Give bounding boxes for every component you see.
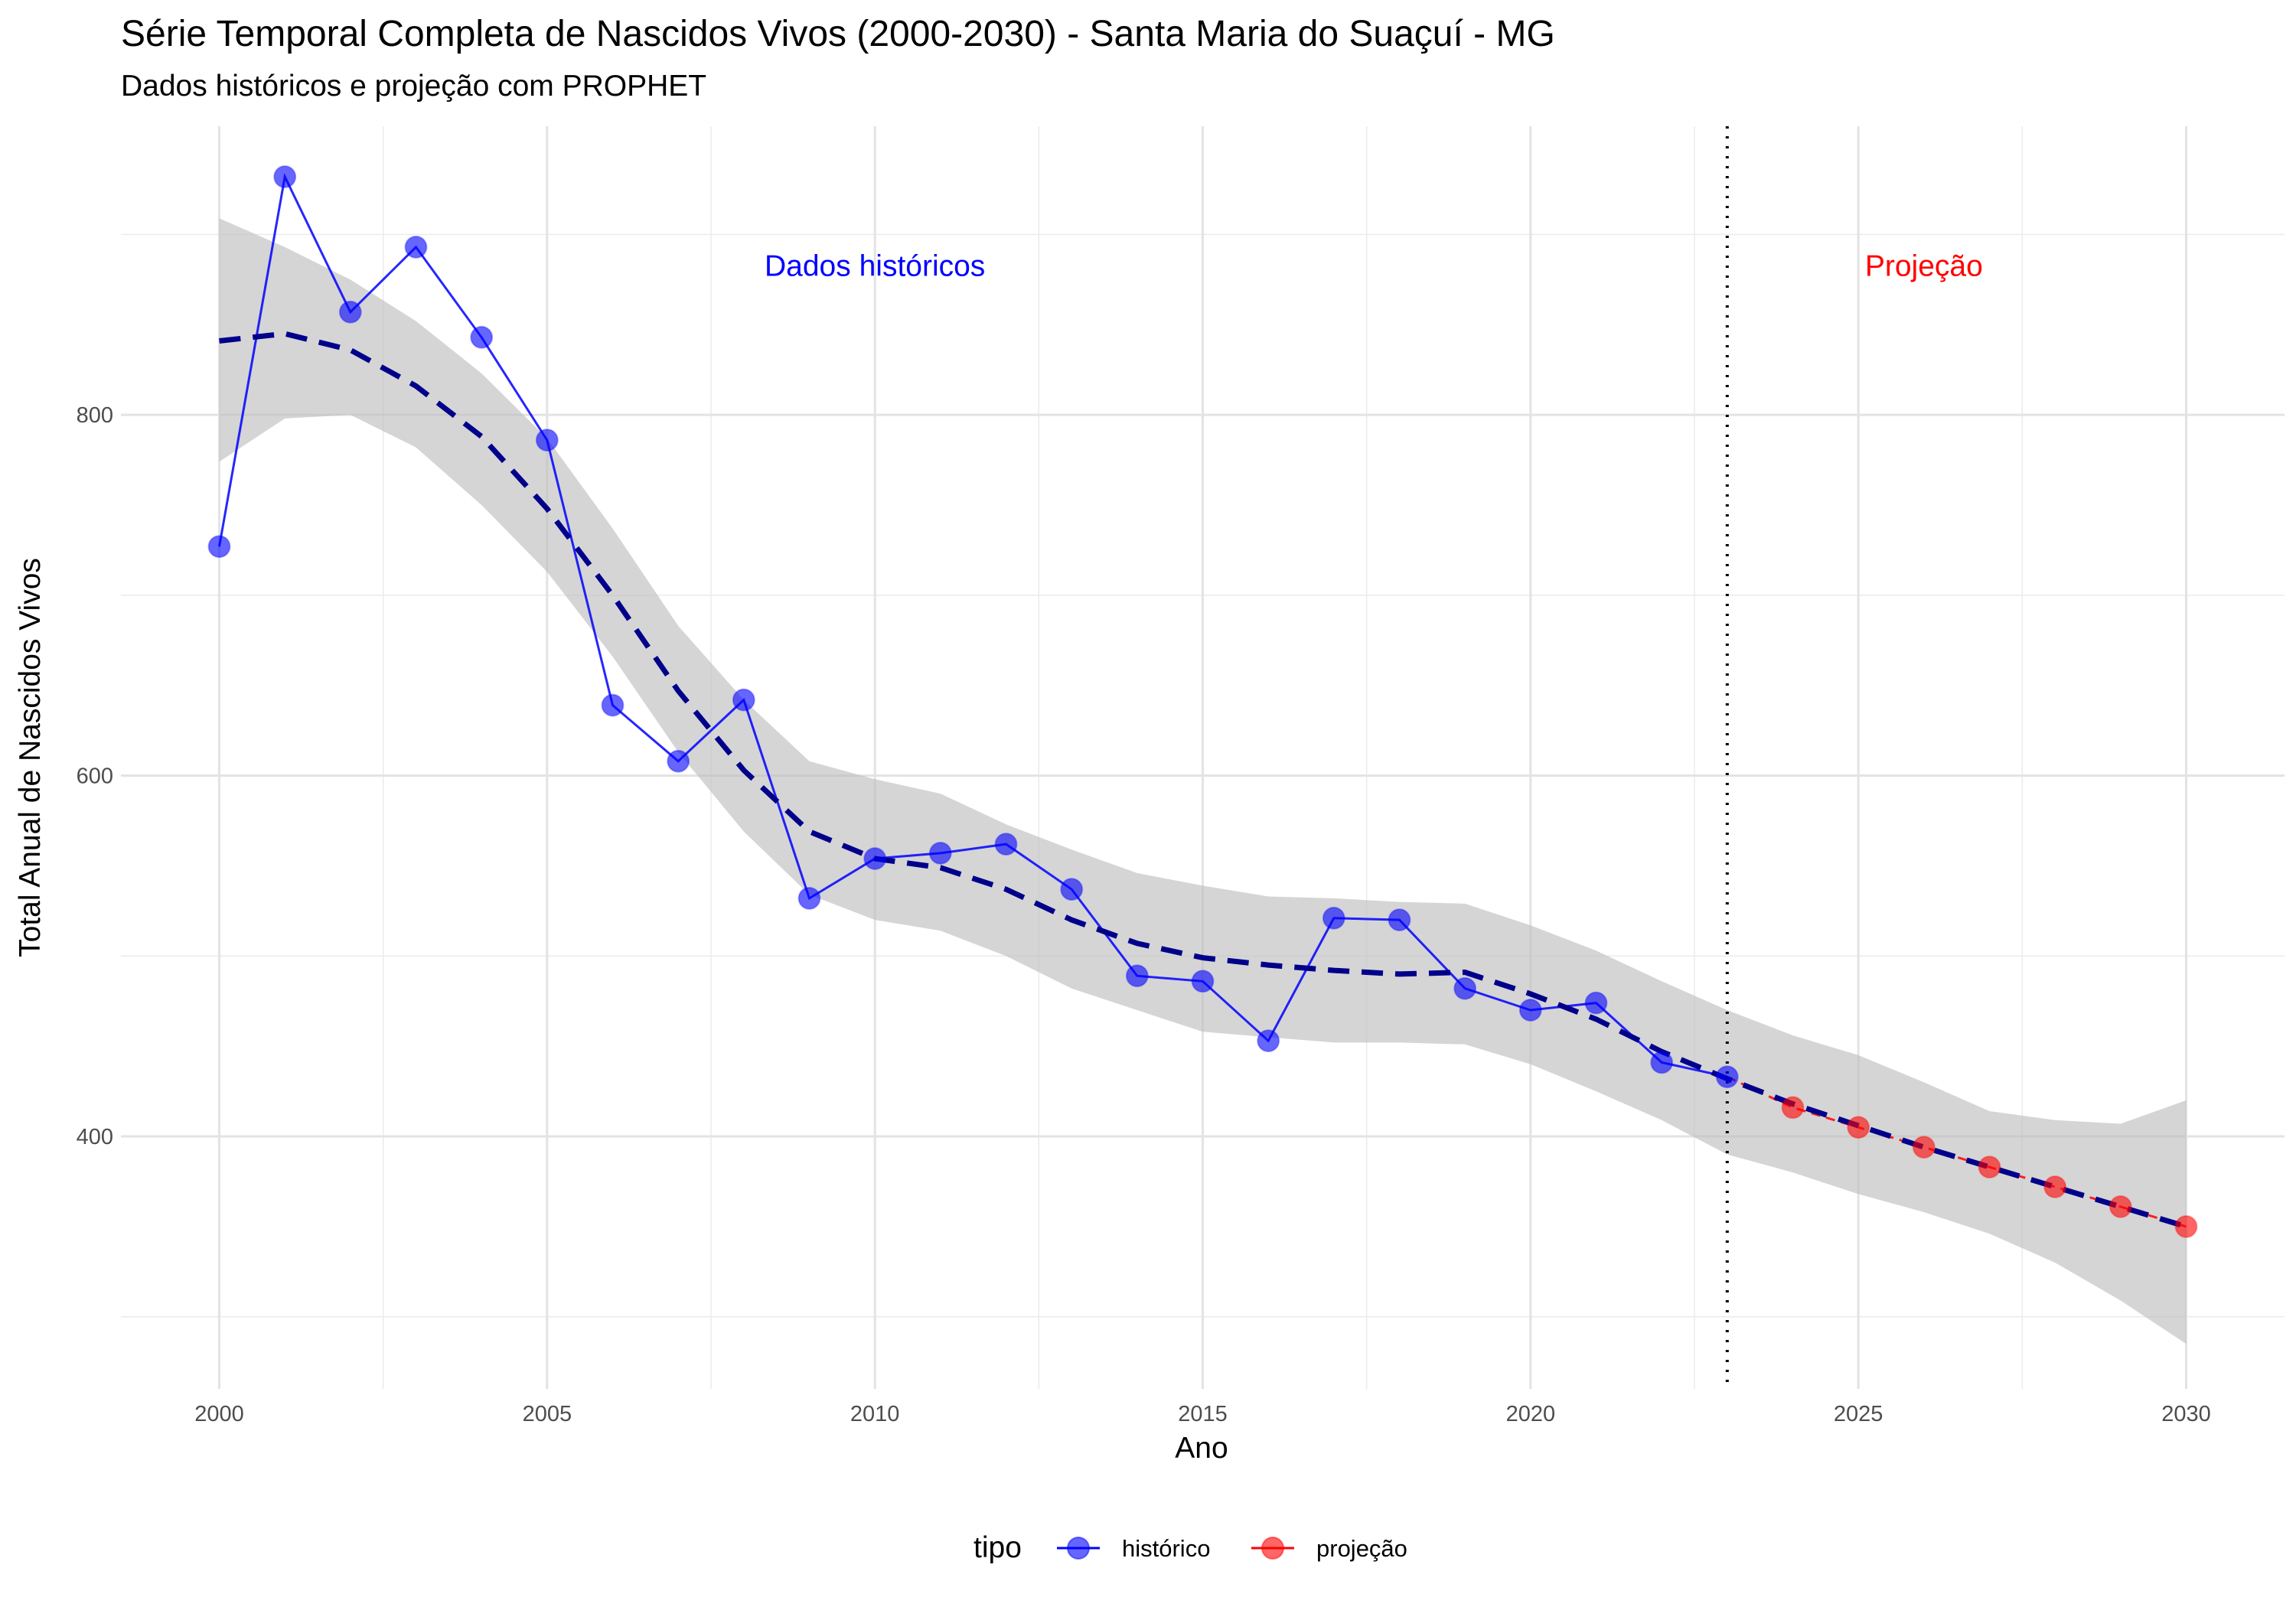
data-point <box>863 847 887 870</box>
legend-title: tipo <box>974 1531 1022 1564</box>
data-point <box>601 693 625 717</box>
data-point <box>1060 878 1084 901</box>
data-point <box>1847 1116 1870 1139</box>
data-point <box>797 886 821 910</box>
data-point <box>207 535 231 559</box>
x-tick-label: 2030 <box>2161 1402 2211 1426</box>
data-point <box>1584 991 1608 1015</box>
annotation-label: Dados históricos <box>765 250 985 283</box>
data-point <box>2108 1195 2132 1218</box>
data-point <box>1322 906 1345 930</box>
legend-key-point <box>1067 1537 1090 1560</box>
y-tick-label: 400 <box>77 1125 113 1149</box>
data-point <box>1650 1051 1674 1074</box>
x-tick-label: 2010 <box>850 1402 900 1426</box>
data-point <box>928 841 952 865</box>
data-point <box>1191 970 1215 993</box>
y-tick-label: 600 <box>77 764 113 789</box>
data-point <box>2174 1214 2198 1238</box>
legend-label: projeção <box>1316 1535 1407 1562</box>
data-point <box>1125 964 1149 988</box>
data-point <box>470 325 494 349</box>
data-point <box>994 833 1018 856</box>
data-point <box>1257 1029 1280 1053</box>
data-point <box>1388 908 1411 932</box>
data-point <box>1978 1156 2001 1179</box>
data-point <box>732 688 755 712</box>
chart-subtitle: Dados históricos e projeção com PROPHET <box>121 70 706 103</box>
data-point <box>1453 976 1477 1000</box>
data-point <box>338 300 362 324</box>
data-point <box>404 235 428 259</box>
data-points <box>207 165 2198 1238</box>
data-point <box>535 429 559 452</box>
x-axis-title: Ano <box>1175 1432 1228 1465</box>
data-point <box>273 165 297 188</box>
x-tick-label: 2015 <box>1178 1402 1228 1426</box>
legend-key-point <box>1261 1537 1284 1560</box>
data-point <box>1781 1096 1805 1120</box>
data-point <box>667 749 690 773</box>
x-tick-label: 2025 <box>1834 1402 1883 1426</box>
legend-entry: projeção <box>1251 1535 1407 1562</box>
legend-entry: histórico <box>1057 1535 1210 1562</box>
data-point <box>1912 1136 1936 1159</box>
y-axis-title: Total Anual de Nascidos Vivos <box>14 558 47 957</box>
x-tick-label: 2000 <box>194 1402 244 1426</box>
chart-title: Série Temporal Completa de Nascidos Vivo… <box>121 14 1555 54</box>
axis-ticks: 2000 2005 2010 2015 2020 2025 2030 400 600 800 <box>77 403 2211 1426</box>
series-line <box>218 173 1728 1078</box>
legend-label: histórico <box>1122 1535 1210 1562</box>
annotations: Dados históricos Projeção <box>765 250 1983 283</box>
data-point <box>1518 999 1542 1022</box>
annotation-label: Projeção <box>1865 250 1983 283</box>
data-point <box>1715 1065 1739 1089</box>
y-tick-label: 800 <box>77 403 113 428</box>
x-tick-label: 2005 <box>523 1402 572 1426</box>
x-tick-label: 2020 <box>1506 1402 1556 1426</box>
legend: tipo histórico projeção <box>974 1531 1407 1564</box>
data-point <box>2043 1175 2067 1198</box>
